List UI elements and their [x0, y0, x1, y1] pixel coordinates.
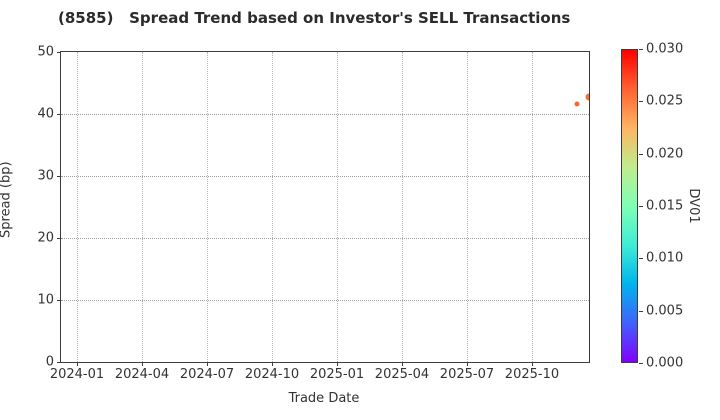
- y-gridline: [61, 176, 589, 177]
- x-tick-label: 2025-01: [309, 367, 365, 382]
- x-tick-mark: [466, 362, 468, 366]
- x-gridline: [401, 52, 403, 362]
- colorbar-tick-mark: [639, 206, 643, 207]
- colorbar-tick-label: 0.005: [646, 303, 684, 319]
- x-tick-label: 2024-07: [179, 367, 235, 382]
- x-tick-mark: [401, 362, 403, 366]
- x-axis-title: Trade Date: [288, 391, 360, 406]
- colorbar-tick-mark: [639, 258, 643, 260]
- y-gridline: [61, 300, 589, 301]
- scatter-point: [585, 93, 589, 101]
- x-tick-mark: [206, 362, 208, 366]
- colorbar-tick-label: 0.030: [646, 41, 684, 57]
- colorbar-tick-mark: [639, 101, 643, 103]
- y-tick-label: 10: [37, 292, 54, 308]
- x-tick-mark: [141, 362, 143, 366]
- x-tick-label: 2025-10: [504, 367, 560, 382]
- x-tick-label: 2024-04: [114, 367, 170, 382]
- y-axis-title: Spread (bp): [0, 161, 14, 238]
- x-tick-label: 2025-04: [374, 367, 430, 382]
- colorbar-tick-mark: [639, 153, 643, 155]
- y-tick-label: 40: [37, 106, 54, 122]
- colorbar-tick-label: 0.010: [646, 250, 684, 266]
- x-gridline: [466, 52, 468, 362]
- x-gridline: [271, 52, 273, 362]
- plot-area: [60, 51, 590, 363]
- x-tick-mark: [531, 362, 533, 366]
- x-gridline: [336, 52, 338, 362]
- colorbar-tick-label: 0.020: [646, 146, 684, 162]
- colorbar-tick-label: 0.000: [646, 355, 684, 371]
- colorbar-gradient: [621, 49, 638, 363]
- x-tick-label: 2024-01: [49, 367, 105, 382]
- x-gridline: [141, 52, 143, 362]
- y-gridline: [61, 114, 589, 115]
- y-tick-label: 20: [37, 230, 54, 246]
- y-tick-mark: [57, 300, 61, 301]
- x-tick-label: 2024-10: [244, 367, 300, 382]
- x-gridline: [206, 52, 208, 362]
- x-tick-mark: [271, 362, 273, 366]
- y-tick-label: 50: [37, 44, 54, 60]
- colorbar-tick-label: 0.015: [646, 198, 684, 214]
- y-tick-mark: [57, 114, 61, 115]
- colorbar-title: DV01: [686, 188, 701, 224]
- y-tick-mark: [57, 176, 61, 177]
- colorbar-tick-mark: [639, 310, 643, 312]
- x-tick-label: 2025-07: [439, 367, 495, 382]
- y-tick-mark: [57, 362, 61, 363]
- y-tick-mark: [57, 238, 61, 239]
- y-tick-label: 0: [45, 354, 54, 370]
- x-gridline: [531, 52, 533, 362]
- x-tick-mark: [336, 362, 338, 366]
- x-tick-mark: [76, 362, 78, 366]
- colorbar-tick-mark: [639, 363, 643, 364]
- colorbar-tick-mark: [639, 49, 643, 50]
- colorbar-tick-label: 0.025: [646, 93, 684, 109]
- x-gridline: [76, 52, 78, 362]
- y-tick-label: 30: [37, 168, 54, 184]
- chart-title: (8585) Spread Trend based on Investor's …: [58, 9, 571, 27]
- y-gridline: [61, 238, 589, 239]
- scatter-point: [574, 101, 580, 107]
- y-tick-mark: [57, 52, 61, 53]
